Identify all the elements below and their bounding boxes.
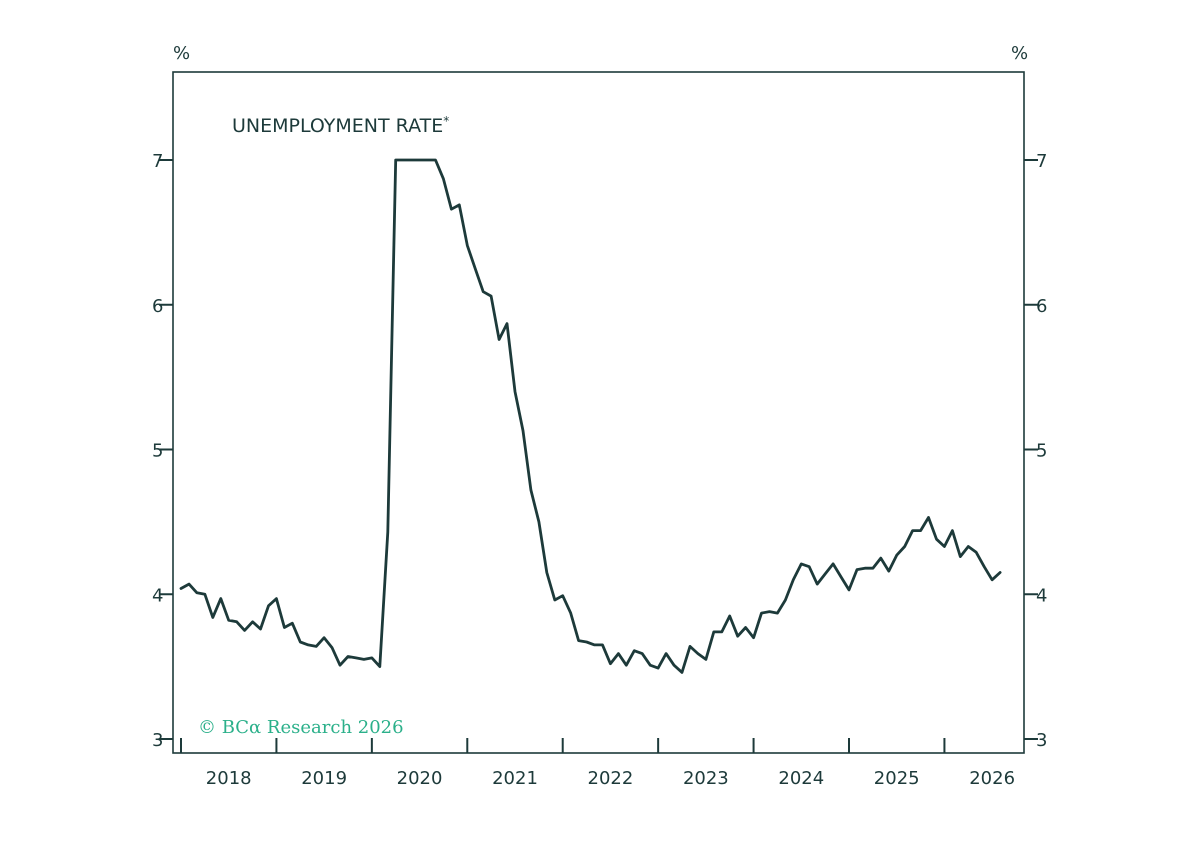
plot-frame: [172, 71, 1025, 754]
x-tick-label: 2018: [206, 768, 252, 789]
y-tick-label-left: 3: [152, 730, 163, 751]
chart-title-footnote-marker: *: [443, 114, 449, 128]
y-tick-label-right: 6: [1036, 296, 1047, 317]
y-axis-unit-left: %: [173, 43, 190, 64]
y-tick-label-right: 3: [1036, 730, 1047, 751]
x-tick-label: 2023: [683, 768, 729, 789]
x-tick-label: 2025: [874, 768, 920, 789]
y-tick-label-left: 7: [152, 151, 163, 172]
unemployment-rate-line: [179, 158, 1002, 674]
x-tick-label: 2022: [588, 768, 634, 789]
y-tick-label-right: 7: [1036, 151, 1047, 172]
y-tick-label-right: 4: [1036, 585, 1047, 606]
x-axis: 2018 2019 2020 2021 2022 2023 2024 2025 2026: [180, 738, 1015, 789]
y-axis-left: 3 4 5 6 7: [152, 151, 173, 751]
chart-title: UNEMPLOYMENT RATE*: [232, 114, 449, 137]
y-tick-label-left: 4: [152, 585, 163, 606]
x-tick-label: 2020: [397, 768, 443, 789]
x-tick-label: 2024: [778, 768, 824, 789]
y-axis-right: 3 4 5 6 7: [1024, 151, 1047, 751]
y-tick-label-right: 5: [1036, 441, 1047, 462]
y-axis-unit-right: %: [1011, 43, 1028, 64]
y-tick-label-left: 5: [152, 441, 163, 462]
x-tick-label: 2019: [301, 768, 347, 789]
copyright-notice: © BCα Research 2026: [198, 717, 404, 738]
chart-title-text: UNEMPLOYMENT RATE: [232, 115, 443, 137]
x-tick-label: 2026: [969, 768, 1015, 789]
y-tick-label-left: 6: [152, 296, 163, 317]
x-tick-label: 2021: [492, 768, 538, 789]
